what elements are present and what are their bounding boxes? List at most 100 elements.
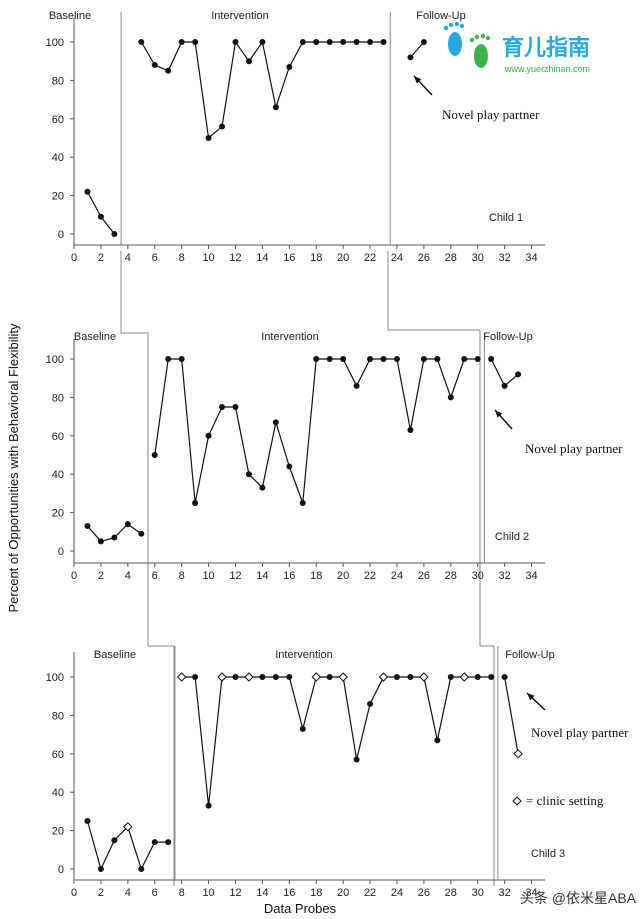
annotation-arrowhead [527, 693, 535, 701]
x-tick-label: 22 [364, 252, 376, 264]
y-tick-label: 60 [52, 431, 64, 443]
x-tick-label: 34 [525, 252, 537, 264]
data-point [97, 866, 104, 872]
data-point [124, 521, 131, 528]
panel-child-3: 0 2 4 6 8 10 12 14 16 18 20 22 24 26 28 30 32 34020406080… [46, 646, 629, 899]
data-point [434, 356, 441, 362]
phase-label-follow-up: Follow-Up [483, 331, 533, 343]
x-tick-label: 12 [229, 887, 241, 899]
x-tick-label: 32 [499, 570, 511, 582]
y-tick-label: 100 [46, 37, 64, 49]
x-tick-label: 10 [202, 887, 214, 899]
y-tick-label: 100 [46, 672, 64, 684]
x-tick-label: 4 [125, 570, 131, 582]
phase-label-baseline: Baseline [49, 10, 91, 22]
data-point [151, 839, 158, 846]
x-tick-label: 32 [499, 887, 511, 899]
data-point [205, 432, 212, 439]
data-point [420, 356, 427, 362]
watermark-logo: 育儿指南 www.yuerzhinan.com [443, 21, 590, 74]
data-point [420, 39, 427, 45]
data-point-open [217, 672, 227, 682]
y-axis-title: Percent of Opportunities with Behavioral… [6, 323, 21, 613]
data-point [488, 356, 495, 362]
phase-label-intervention: Intervention [261, 331, 318, 343]
data-point [286, 674, 293, 680]
data-point [219, 123, 226, 130]
data-point-open [123, 822, 133, 832]
annotation-novel-play-partner: Novel play partner [442, 107, 540, 122]
child-label: Child 3 [531, 848, 565, 860]
y-tick-label: 0 [58, 864, 64, 876]
x-tick-label: 6 [152, 570, 158, 582]
x-tick-label: 18 [310, 252, 322, 264]
data-point [299, 500, 306, 506]
data-point [447, 394, 454, 401]
phase-label-baseline: Baseline [94, 649, 136, 661]
series-line-intervention [140, 40, 384, 140]
footprint-icon [443, 21, 491, 68]
x-axis-title: Data Probes [264, 901, 337, 916]
legend-clinic-setting: = clinic setting [526, 793, 604, 808]
annotation-novel-play-partner: Novel play partner [525, 441, 623, 456]
x-tick-label: 34 [525, 570, 537, 582]
data-point [367, 356, 374, 362]
y-tick-label: 20 [52, 191, 64, 203]
data-point [84, 818, 91, 824]
x-tick-label: 20 [337, 570, 349, 582]
watermark-logo-text: 育儿指南 [502, 35, 590, 60]
data-point [326, 674, 333, 680]
y-tick-label: 20 [52, 508, 64, 520]
data-point [232, 39, 239, 45]
y-tick-label: 40 [52, 469, 64, 481]
data-point-open [338, 672, 348, 682]
x-tick-label: 2 [98, 252, 104, 264]
x-tick-label: 4 [125, 252, 131, 264]
x-tick-label: 26 [418, 887, 430, 899]
data-point [259, 39, 266, 45]
data-point [299, 39, 306, 45]
x-tick-label: 8 [179, 570, 185, 582]
data-point [447, 674, 454, 680]
data-point [192, 500, 199, 506]
data-point [407, 674, 414, 680]
data-point [407, 54, 414, 61]
x-tick-label: 12 [229, 252, 241, 264]
data-point [272, 104, 279, 111]
data-point [111, 231, 118, 237]
panel-child-1: 0 2 4 6 8 10 12 14 16 18 20 22 24 26 28 30 32 34020406080… [46, 10, 545, 264]
data-point [393, 356, 400, 362]
x-tick-label: 2 [98, 570, 104, 582]
data-point [205, 135, 212, 141]
x-tick-label: 30 [472, 570, 484, 582]
data-point [232, 674, 239, 680]
y-tick-label: 40 [52, 152, 64, 164]
data-point [192, 674, 199, 680]
x-tick-label: 0 [71, 252, 77, 264]
series-line-baseline [86, 191, 115, 235]
legend-open-diamond [512, 796, 522, 806]
phase-label-intervention: Intervention [275, 649, 332, 661]
x-tick-label: 0 [71, 887, 77, 899]
child-label: Child 2 [495, 531, 529, 543]
data-point [340, 39, 347, 45]
data-point [259, 674, 266, 680]
watermark-logo-url: www.yuerzhinan.com [504, 64, 590, 74]
data-point-open [378, 672, 389, 682]
data-point [326, 39, 333, 45]
data-point [501, 382, 508, 389]
data-point [515, 371, 522, 378]
phase-label-follow-up: Follow-Up [416, 10, 466, 22]
data-point [474, 674, 481, 680]
x-tick-label: 0 [71, 570, 77, 582]
x-tick-label: 22 [364, 570, 376, 582]
data-point [151, 452, 158, 458]
x-tick-label: 20 [337, 887, 349, 899]
data-point [313, 39, 320, 45]
y-tick-label: 20 [52, 826, 64, 838]
data-point [393, 674, 400, 680]
data-point-open [513, 749, 523, 759]
data-point [474, 356, 481, 362]
y-tick-label: 80 [52, 710, 64, 722]
y-tick-label: 60 [52, 749, 64, 761]
